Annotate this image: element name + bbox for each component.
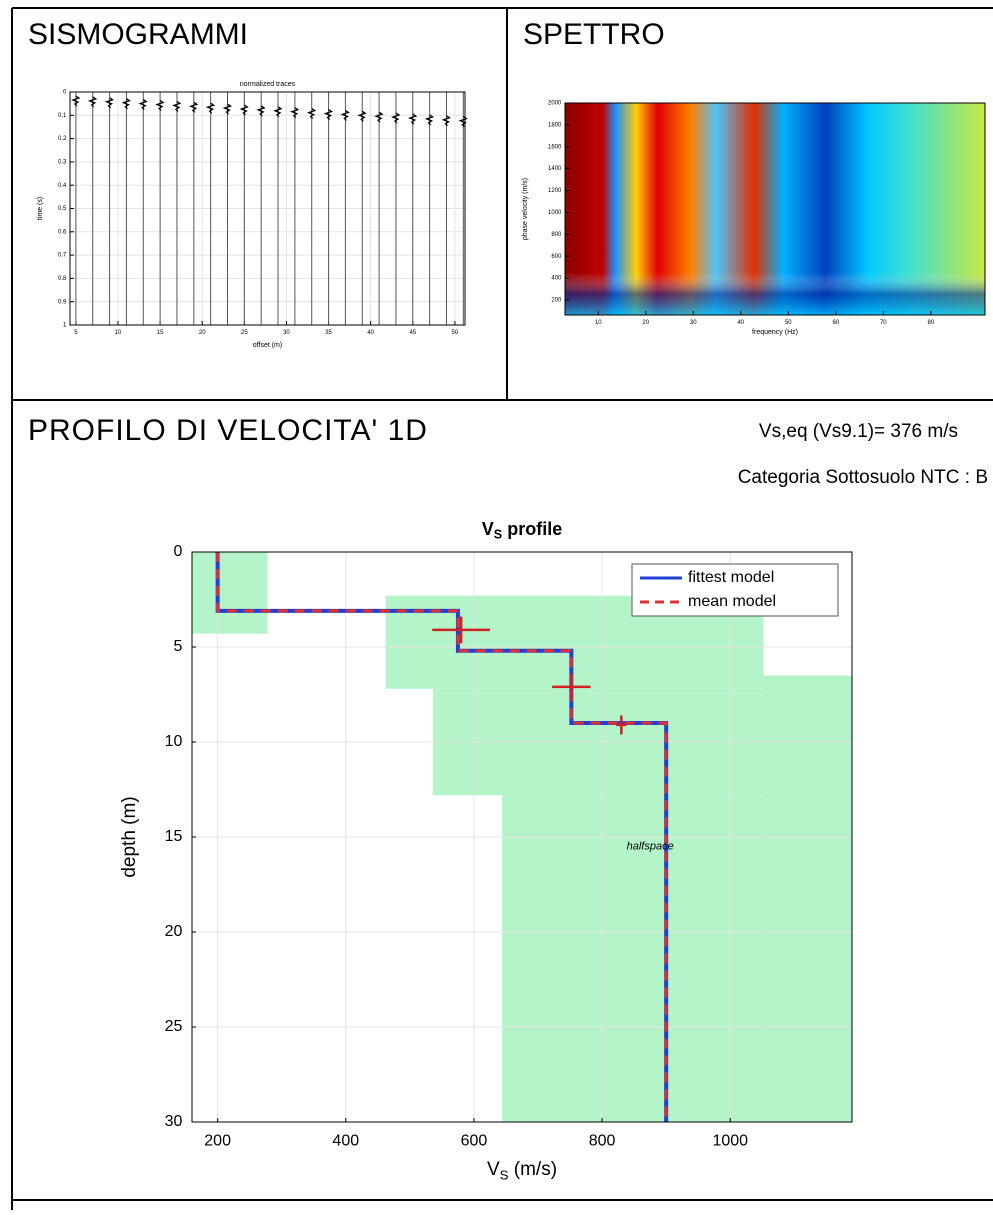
x-tick-label: 35 xyxy=(325,330,332,336)
spectrum-image xyxy=(565,103,985,315)
x-tick-label: 600 xyxy=(461,1132,488,1149)
y-tick-label: 10 xyxy=(165,733,183,750)
y-tick-label: 1000 xyxy=(548,210,562,216)
x-tick-label: 70 xyxy=(880,320,887,326)
x-tick-label: 80 xyxy=(927,320,934,326)
y-tick-label: 600 xyxy=(551,254,562,260)
x-tick-label: 40 xyxy=(737,320,744,326)
panel-title: SISMOGRAMMI xyxy=(28,18,248,51)
y-tick-label: 200 xyxy=(551,298,562,304)
x-tick-label: 1000 xyxy=(712,1132,748,1149)
y-tick-label: 0.4 xyxy=(58,183,67,189)
y-axis-label: depth (m) xyxy=(119,796,140,877)
y-tick-label: 1800 xyxy=(548,122,562,128)
soil-category: Categoria Sottosuolo NTC : B xyxy=(738,467,988,488)
y-tick-label: 30 xyxy=(165,1113,183,1130)
y-tick-label: 0.3 xyxy=(58,159,67,165)
x-tick-label: 30 xyxy=(690,320,697,326)
y-tick-label: 0.6 xyxy=(58,229,67,235)
x-tick-label: 45 xyxy=(409,330,416,336)
label: VS profile xyxy=(482,519,562,542)
y-tick-label: 0.2 xyxy=(58,136,67,142)
y-tick-label: 800 xyxy=(551,232,562,238)
y-tick-label: 1200 xyxy=(548,188,562,194)
x-tick-label: 20 xyxy=(642,320,649,326)
x-tick-label: 25 xyxy=(241,330,248,336)
annotation: halfspace xyxy=(627,840,674,852)
y-tick-label: 2000 xyxy=(548,101,562,107)
y-tick-label: 5 xyxy=(173,638,182,655)
x-tick-label: 10 xyxy=(595,320,602,326)
label-sub: S xyxy=(494,528,502,542)
x-tick-label: 10 xyxy=(115,330,122,336)
y-tick-label: 0.1 xyxy=(58,113,67,119)
x-tick-label: 800 xyxy=(589,1132,616,1149)
search-area xyxy=(192,552,268,634)
x-axis-label: frequency (Hz) xyxy=(752,329,798,336)
label-part: profile xyxy=(502,519,562,539)
y-tick-label: 0.8 xyxy=(58,276,67,282)
y-tick-label: 0.5 xyxy=(58,206,67,212)
x-tick-label: 40 xyxy=(367,330,374,336)
x-tick-label: 50 xyxy=(452,330,459,336)
label-part: (m/s) xyxy=(509,1159,558,1180)
y-axis-label: phase velocity (m/s) xyxy=(522,178,529,240)
panel-title: PROFILO DI VELOCITA' 1D xyxy=(28,414,428,447)
x-axis-label: offset (m) xyxy=(253,342,282,349)
y-tick-label: 25 xyxy=(165,1018,183,1035)
page: SISMOGRAMMI SPETTRO PROFILO DI VELOCITA'… xyxy=(0,0,993,1210)
y-tick-label: 0 xyxy=(63,90,67,96)
y-tick-label: 15 xyxy=(165,828,183,845)
y-tick-label: 0.7 xyxy=(58,253,67,259)
x-tick-label: 50 xyxy=(785,320,792,326)
y-tick-label: 1400 xyxy=(548,166,562,172)
x-tick-label: 30 xyxy=(283,330,290,336)
y-tick-label: 0.9 xyxy=(58,299,67,305)
label: VS (m/s) xyxy=(487,1159,557,1182)
y-axis-label: time (s) xyxy=(37,197,44,220)
y-tick-label: 20 xyxy=(165,923,183,940)
y-tick-label: 400 xyxy=(551,276,562,282)
chart-title: normalized traces xyxy=(240,81,296,88)
label-part: V xyxy=(487,1159,500,1180)
x-tick-label: 5 xyxy=(74,330,78,336)
panel-title: SPETTRO xyxy=(523,18,665,51)
x-tick-label: 20 xyxy=(199,330,206,336)
x-tick-label: 60 xyxy=(832,320,839,326)
label-part: V xyxy=(482,519,494,539)
legend-label: fittest model xyxy=(688,569,774,586)
x-tick-label: 15 xyxy=(157,330,164,336)
y-tick-label: 1 xyxy=(63,323,67,329)
y-tick-label: 1600 xyxy=(548,144,562,150)
y-tick-label: 0 xyxy=(173,543,182,560)
label-sub: S xyxy=(500,1167,509,1182)
vs-eq: Vs,eq (Vs9.1)= 376 m/s xyxy=(759,421,958,442)
x-tick-label: 200 xyxy=(204,1132,231,1149)
x-tick-label: 400 xyxy=(332,1132,359,1149)
legend-label: mean model xyxy=(688,593,776,610)
